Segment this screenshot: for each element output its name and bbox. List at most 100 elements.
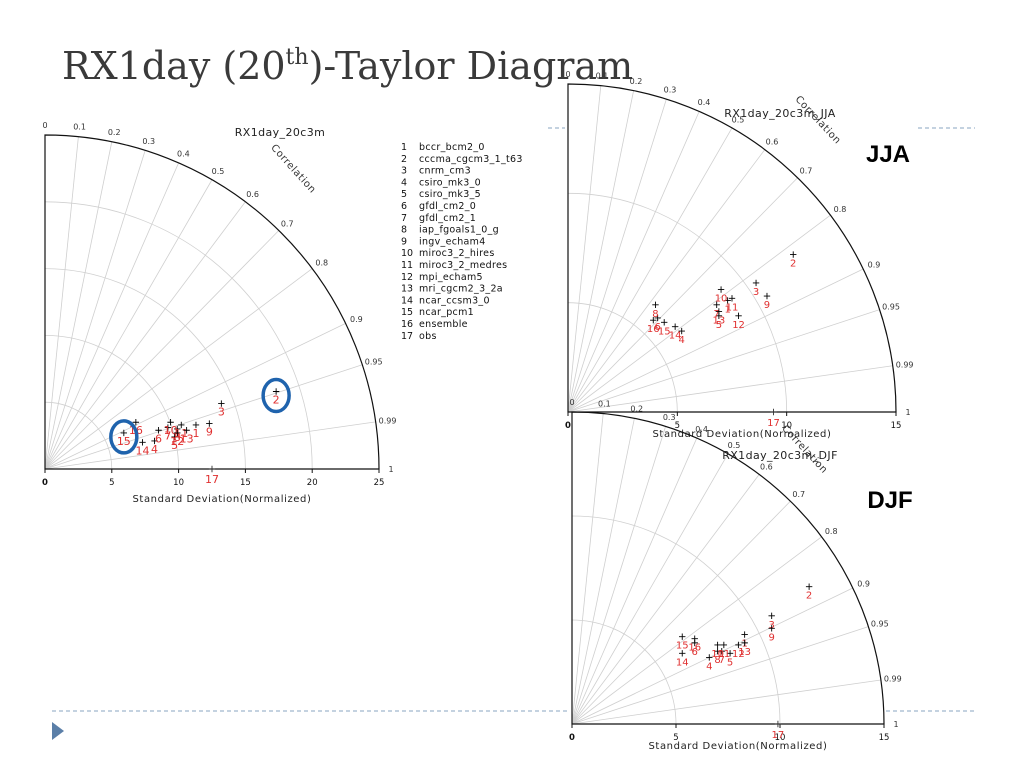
data-point-label: 17 [205, 473, 219, 486]
data-point-marker [768, 625, 775, 632]
data-point-label: 2 [273, 394, 280, 407]
legend-number: 8 [401, 225, 407, 236]
correlation-gridline [571, 474, 760, 725]
data-point-marker [770, 408, 777, 416]
data-point-marker [691, 635, 698, 642]
correlation-gridline [567, 149, 766, 413]
data-point-marker [174, 429, 181, 437]
chart-title: RX1day_20c3m_DJF [722, 449, 838, 462]
legend-number: 13 [401, 284, 413, 295]
data-point-marker [208, 465, 216, 473]
std-arc [567, 302, 678, 413]
legend-model-name: ensemble [419, 319, 468, 330]
highlight-circle [261, 377, 291, 414]
legend-model-name: obs [419, 331, 437, 342]
legend-number: 15 [401, 307, 413, 318]
legend-number: 16 [401, 319, 413, 330]
data-point-marker [774, 720, 782, 728]
correlation-gridline [571, 418, 635, 725]
correlation-gridline [571, 426, 666, 725]
x-axis-label: Standard Deviation(Normalized) [132, 494, 311, 505]
correlation-tick-label: 0 [565, 70, 570, 79]
data-point-label: 6 [155, 432, 162, 445]
data-point-marker [178, 421, 185, 429]
correlation-tick-label: 0.1 [73, 123, 86, 132]
season-label: JJA [866, 141, 910, 168]
data-point-label: 15 [117, 435, 131, 448]
data-point-label: 10 [715, 294, 728, 305]
legend-model-name: cccma_cgcm3_1_t63 [419, 154, 523, 165]
correlation-tick-label: 0.8 [825, 527, 838, 536]
correlation-tick-label: 0.1 [598, 400, 611, 409]
data-point-label: 2 [806, 591, 812, 602]
data-point-label: 10 [164, 424, 178, 437]
correlation-gridline [567, 268, 864, 413]
data-point-label: 3 [753, 287, 759, 298]
x-tick-label: 5 [675, 421, 680, 431]
data-point-label: 13 [738, 647, 751, 658]
data-point-marker [679, 650, 686, 657]
data-point-marker [167, 419, 174, 426]
correlation-gridline [571, 626, 869, 725]
correlation-tick-label: 0.1 [596, 72, 609, 81]
correlation-gridline [571, 587, 853, 725]
data-point-label: 7 [714, 309, 720, 320]
data-point-marker [164, 424, 172, 431]
correlation-gridline [44, 179, 213, 470]
data-point-label: 8 [652, 309, 658, 320]
std-arc [571, 619, 677, 725]
data-point-label: 12 [732, 649, 745, 660]
taylor-frame [44, 134, 380, 470]
legend-number: 5 [401, 189, 407, 200]
season-label: DJF [867, 487, 912, 514]
data-point-marker [671, 323, 679, 330]
data-point-label: 5 [171, 439, 178, 452]
correlation-tick-label: 0.3 [142, 137, 155, 146]
correlation-tick-label: 0.3 [663, 413, 676, 422]
data-point-label: 11 [717, 649, 730, 660]
correlation-gridline [567, 177, 798, 413]
data-point-marker [151, 437, 158, 445]
data-point-label: 17 [767, 418, 780, 429]
taylor-frame [571, 411, 885, 725]
legend-number: 7 [401, 213, 407, 224]
x-tick-label: 20 [307, 478, 318, 488]
correlation-axis-label: Correlation [268, 143, 317, 196]
data-point-label: 5 [716, 320, 722, 331]
data-point-label: 12 [732, 320, 745, 331]
legend-model-name: bccr_bcm2_0 [419, 142, 485, 153]
legend-model-name: mri_cgcm2_3_2a [419, 284, 503, 295]
correlation-tick-label: 0.95 [871, 619, 889, 628]
slide-title-superscript: th [285, 45, 309, 70]
data-point-marker [652, 301, 659, 309]
correlation-tick-label: 0.99 [896, 360, 914, 369]
legend-number: 9 [401, 236, 407, 247]
correlation-tick-label: 0.3 [664, 86, 677, 95]
data-point-marker [132, 419, 140, 426]
std-arc [44, 268, 246, 470]
correlation-gridline [567, 85, 602, 413]
std-arc [44, 201, 313, 470]
legend-model-name: gfdl_cm2_1 [419, 213, 476, 224]
std-arc [567, 192, 788, 413]
data-point-label: 4 [706, 661, 712, 672]
x-tick-label: 15 [879, 733, 890, 743]
data-point-marker [714, 641, 721, 649]
chart-title: RX1day_20c3m [235, 126, 325, 139]
data-point-marker [790, 251, 797, 258]
correlation-tick-label: 0.5 [212, 167, 225, 176]
correlation-tick-label: 0.2 [630, 77, 643, 86]
legend-model-name: miroc3_2_hires [419, 248, 495, 259]
data-point-marker [155, 427, 162, 434]
legend-number: 17 [401, 331, 413, 342]
correlation-gridline [567, 127, 733, 413]
taylor-frame [567, 83, 897, 413]
legend-number: 1 [401, 142, 407, 153]
correlation-gridline [571, 413, 604, 725]
slide-title-main: RX1day (20 [62, 44, 286, 88]
correlation-tick-label: 0.6 [246, 190, 259, 199]
data-point-marker [728, 295, 736, 302]
data-point-marker [654, 314, 661, 322]
